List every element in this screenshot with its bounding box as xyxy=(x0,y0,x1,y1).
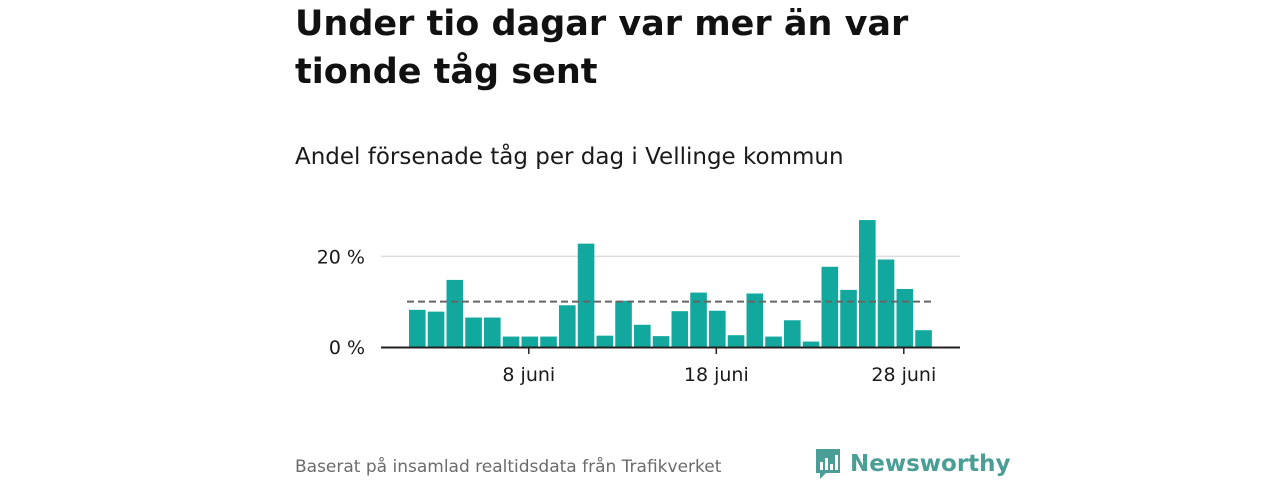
bar xyxy=(615,300,632,347)
bar xyxy=(540,336,557,347)
bar xyxy=(877,259,895,347)
bar xyxy=(484,317,501,347)
bar xyxy=(727,335,745,347)
bar xyxy=(859,220,876,347)
bars-layer xyxy=(409,220,932,347)
bar xyxy=(521,336,539,347)
bar xyxy=(577,243,595,347)
bar xyxy=(765,336,782,347)
y-tick-label: 0 % xyxy=(329,337,365,359)
bar xyxy=(596,335,614,347)
bar xyxy=(821,266,839,347)
y-tick-label: 20 % xyxy=(317,246,365,268)
bar xyxy=(465,317,482,347)
bar xyxy=(652,336,670,347)
chart-title: Under tio dagar var mer än var tionde tå… xyxy=(295,4,909,92)
x-tick-label: 8 juni xyxy=(502,364,555,386)
chart-subtitle: Andel försenade tåg per dag i Vellinge k… xyxy=(295,144,844,170)
bar xyxy=(427,311,445,347)
brand-name: Newsworthy xyxy=(850,451,1011,477)
bar xyxy=(746,293,764,347)
x-tick-label: 18 juni xyxy=(684,364,749,386)
bar xyxy=(671,311,689,347)
bar-chart-speech-bubble-icon xyxy=(816,449,840,479)
brand-logo: Newsworthy xyxy=(814,446,1011,482)
bar xyxy=(634,324,651,347)
bar xyxy=(896,288,914,347)
bar xyxy=(446,279,464,347)
source-note: Baserat på insamlad realtidsdata från Tr… xyxy=(295,457,722,477)
x-tick-label: 28 juni xyxy=(871,364,936,386)
bar xyxy=(409,309,426,347)
bar xyxy=(802,341,820,347)
bar xyxy=(502,336,520,347)
bar xyxy=(690,292,707,347)
bar xyxy=(784,320,801,347)
bar xyxy=(559,305,576,347)
axis-layer: 0 % 20 % 8 juni 18 juni 28 juni xyxy=(317,246,960,386)
bar xyxy=(709,310,726,347)
bar xyxy=(915,330,932,347)
bar xyxy=(840,289,857,347)
